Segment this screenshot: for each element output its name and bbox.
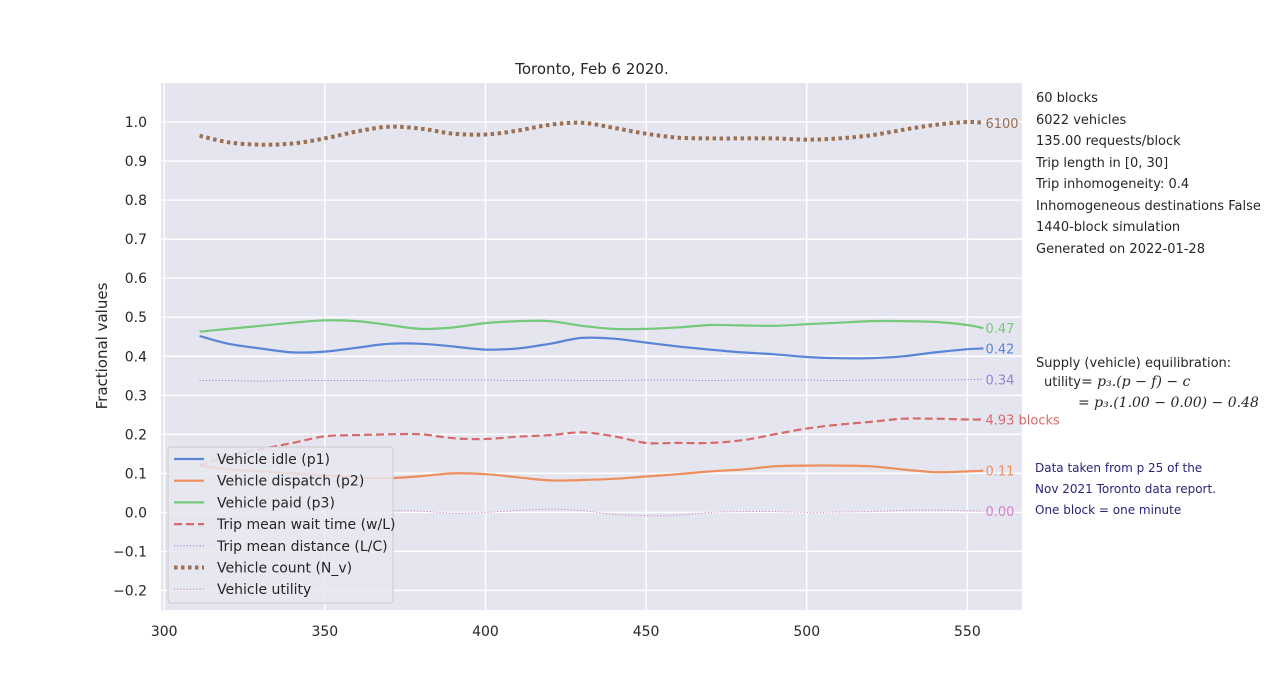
y-tick-label: 0.7 — [125, 232, 147, 248]
note-line: Data taken from p 25 of the — [1035, 461, 1203, 475]
legend-box — [167, 446, 394, 604]
info-line: 135.00 requests/block — [1036, 134, 1181, 149]
y-tick-label: 0.4 — [125, 349, 147, 365]
note-line: Nov 2021 Toronto data report. — [1035, 482, 1217, 496]
y-tick-label: 0.2 — [125, 427, 147, 443]
x-tick-label: 450 — [633, 624, 660, 640]
series-line-vehicle-paid-p3 — [199, 319, 984, 333]
series-line-vehicle-utility — [199, 507, 984, 517]
utility-values: = p₃.(1.00 − 0.00) − 0.48 — [1078, 395, 1259, 411]
series-end-label: 0.42 — [985, 342, 1014, 357]
y-tick-label: −0.1 — [113, 544, 147, 560]
y-tick-label: 0.8 — [125, 193, 147, 209]
legend-entry: Vehicle dispatch (p2) — [217, 474, 364, 490]
y-tick-label: 0.0 — [125, 505, 147, 521]
y-tick-label: 1.0 — [125, 115, 147, 131]
x-tick-labels: 300 350 400 450 500 550 — [151, 624, 981, 640]
y-tick-label: 0.3 — [125, 388, 147, 404]
y-tick-label: 0.1 — [125, 466, 147, 482]
info-line: 6022 vehicles — [1036, 112, 1127, 128]
x-tick-label: 550 — [954, 624, 981, 640]
legend-entry: Vehicle paid (p3) — [217, 495, 335, 511]
chart-title: Toronto, Feb 6 2020. — [514, 60, 669, 78]
series-end-label: 0.47 — [985, 322, 1014, 337]
legend-entry: Vehicle idle (p1) — [217, 452, 330, 468]
y-axis-label: Fractional values — [93, 282, 111, 409]
x-tick-label: 300 — [151, 624, 178, 640]
series-end-label: 4.93 blocks — [985, 413, 1060, 428]
legend-entry: Trip mean wait time (w/L) — [216, 517, 395, 533]
x-tick-label: 350 — [311, 624, 338, 640]
legend-entry: Vehicle utility — [217, 582, 311, 598]
y-tick-label: 0.5 — [125, 310, 147, 326]
series-end-label: 6100 — [985, 117, 1018, 132]
y-tick-label: −0.2 — [113, 583, 147, 599]
info-line: 60 blocks — [1036, 91, 1098, 106]
series-end-label: 0.11 — [985, 465, 1014, 480]
series-line-trip-mean-wait-time-w-l — [199, 417, 984, 467]
series-line-vehicle-idle-p1 — [199, 334, 984, 360]
info-line: Generated on 2022-01-28 — [1036, 241, 1205, 257]
info-line: Trip inhomogeneity: 0.4 — [1036, 177, 1190, 192]
utility-formula: = p₃.(p − f) − c — [1081, 374, 1191, 390]
x-tick-label: 400 — [472, 624, 499, 640]
y-tick-label: 0.9 — [125, 154, 147, 170]
series-end-labels: 0.42 0.11 0.47 4.93 blocks 0.34 6100 0.00 — [985, 117, 1060, 520]
legend: Vehicle idle (p1) Vehicle dispatch (p2) Ve… — [167, 446, 395, 604]
y-tick-label: 0.6 — [125, 271, 147, 287]
y-tick-labels: −0.2 −0.1 0.0 0.1 0.2 0.3 0.4 0.5 0.6 0.7 0.8 0.9 1.… — [113, 115, 147, 599]
utility-label: utility — [1044, 375, 1081, 390]
series-end-label: 0.00 — [985, 505, 1014, 520]
series-end-label: 0.34 — [985, 373, 1014, 388]
info-line: Trip length in [0, 30] — [1036, 155, 1169, 171]
info-line: 1440-block simulation — [1036, 220, 1181, 235]
legend-entry: Vehicle count (N_v) — [217, 561, 352, 577]
x-tick-label: 500 — [793, 624, 820, 640]
series-line-vehicle-count-n-v — [199, 119, 984, 147]
equilibration-title: Supply (vehicle) equilibration: — [1036, 356, 1232, 371]
info-line: Inhomogeneous destinations False — [1036, 198, 1261, 214]
legend-entry: Trip mean distance (L/C) — [216, 539, 388, 555]
note-line: One block = one minute — [1035, 503, 1182, 517]
